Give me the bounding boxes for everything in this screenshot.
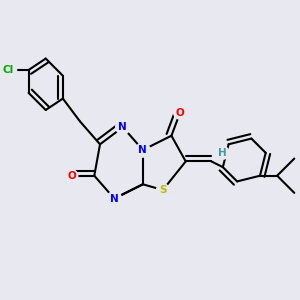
Text: N: N xyxy=(110,194,119,204)
Circle shape xyxy=(174,106,186,119)
Text: O: O xyxy=(67,171,76,181)
Circle shape xyxy=(1,62,16,78)
Circle shape xyxy=(136,143,150,157)
Text: N: N xyxy=(139,145,147,155)
Text: N: N xyxy=(118,122,127,132)
Text: Cl: Cl xyxy=(3,65,14,75)
Circle shape xyxy=(65,169,78,182)
Circle shape xyxy=(116,120,130,134)
Text: H: H xyxy=(218,148,227,158)
Circle shape xyxy=(107,191,122,206)
Text: O: O xyxy=(176,108,184,118)
Text: S: S xyxy=(159,185,166,195)
Circle shape xyxy=(217,147,229,159)
Circle shape xyxy=(157,184,169,196)
